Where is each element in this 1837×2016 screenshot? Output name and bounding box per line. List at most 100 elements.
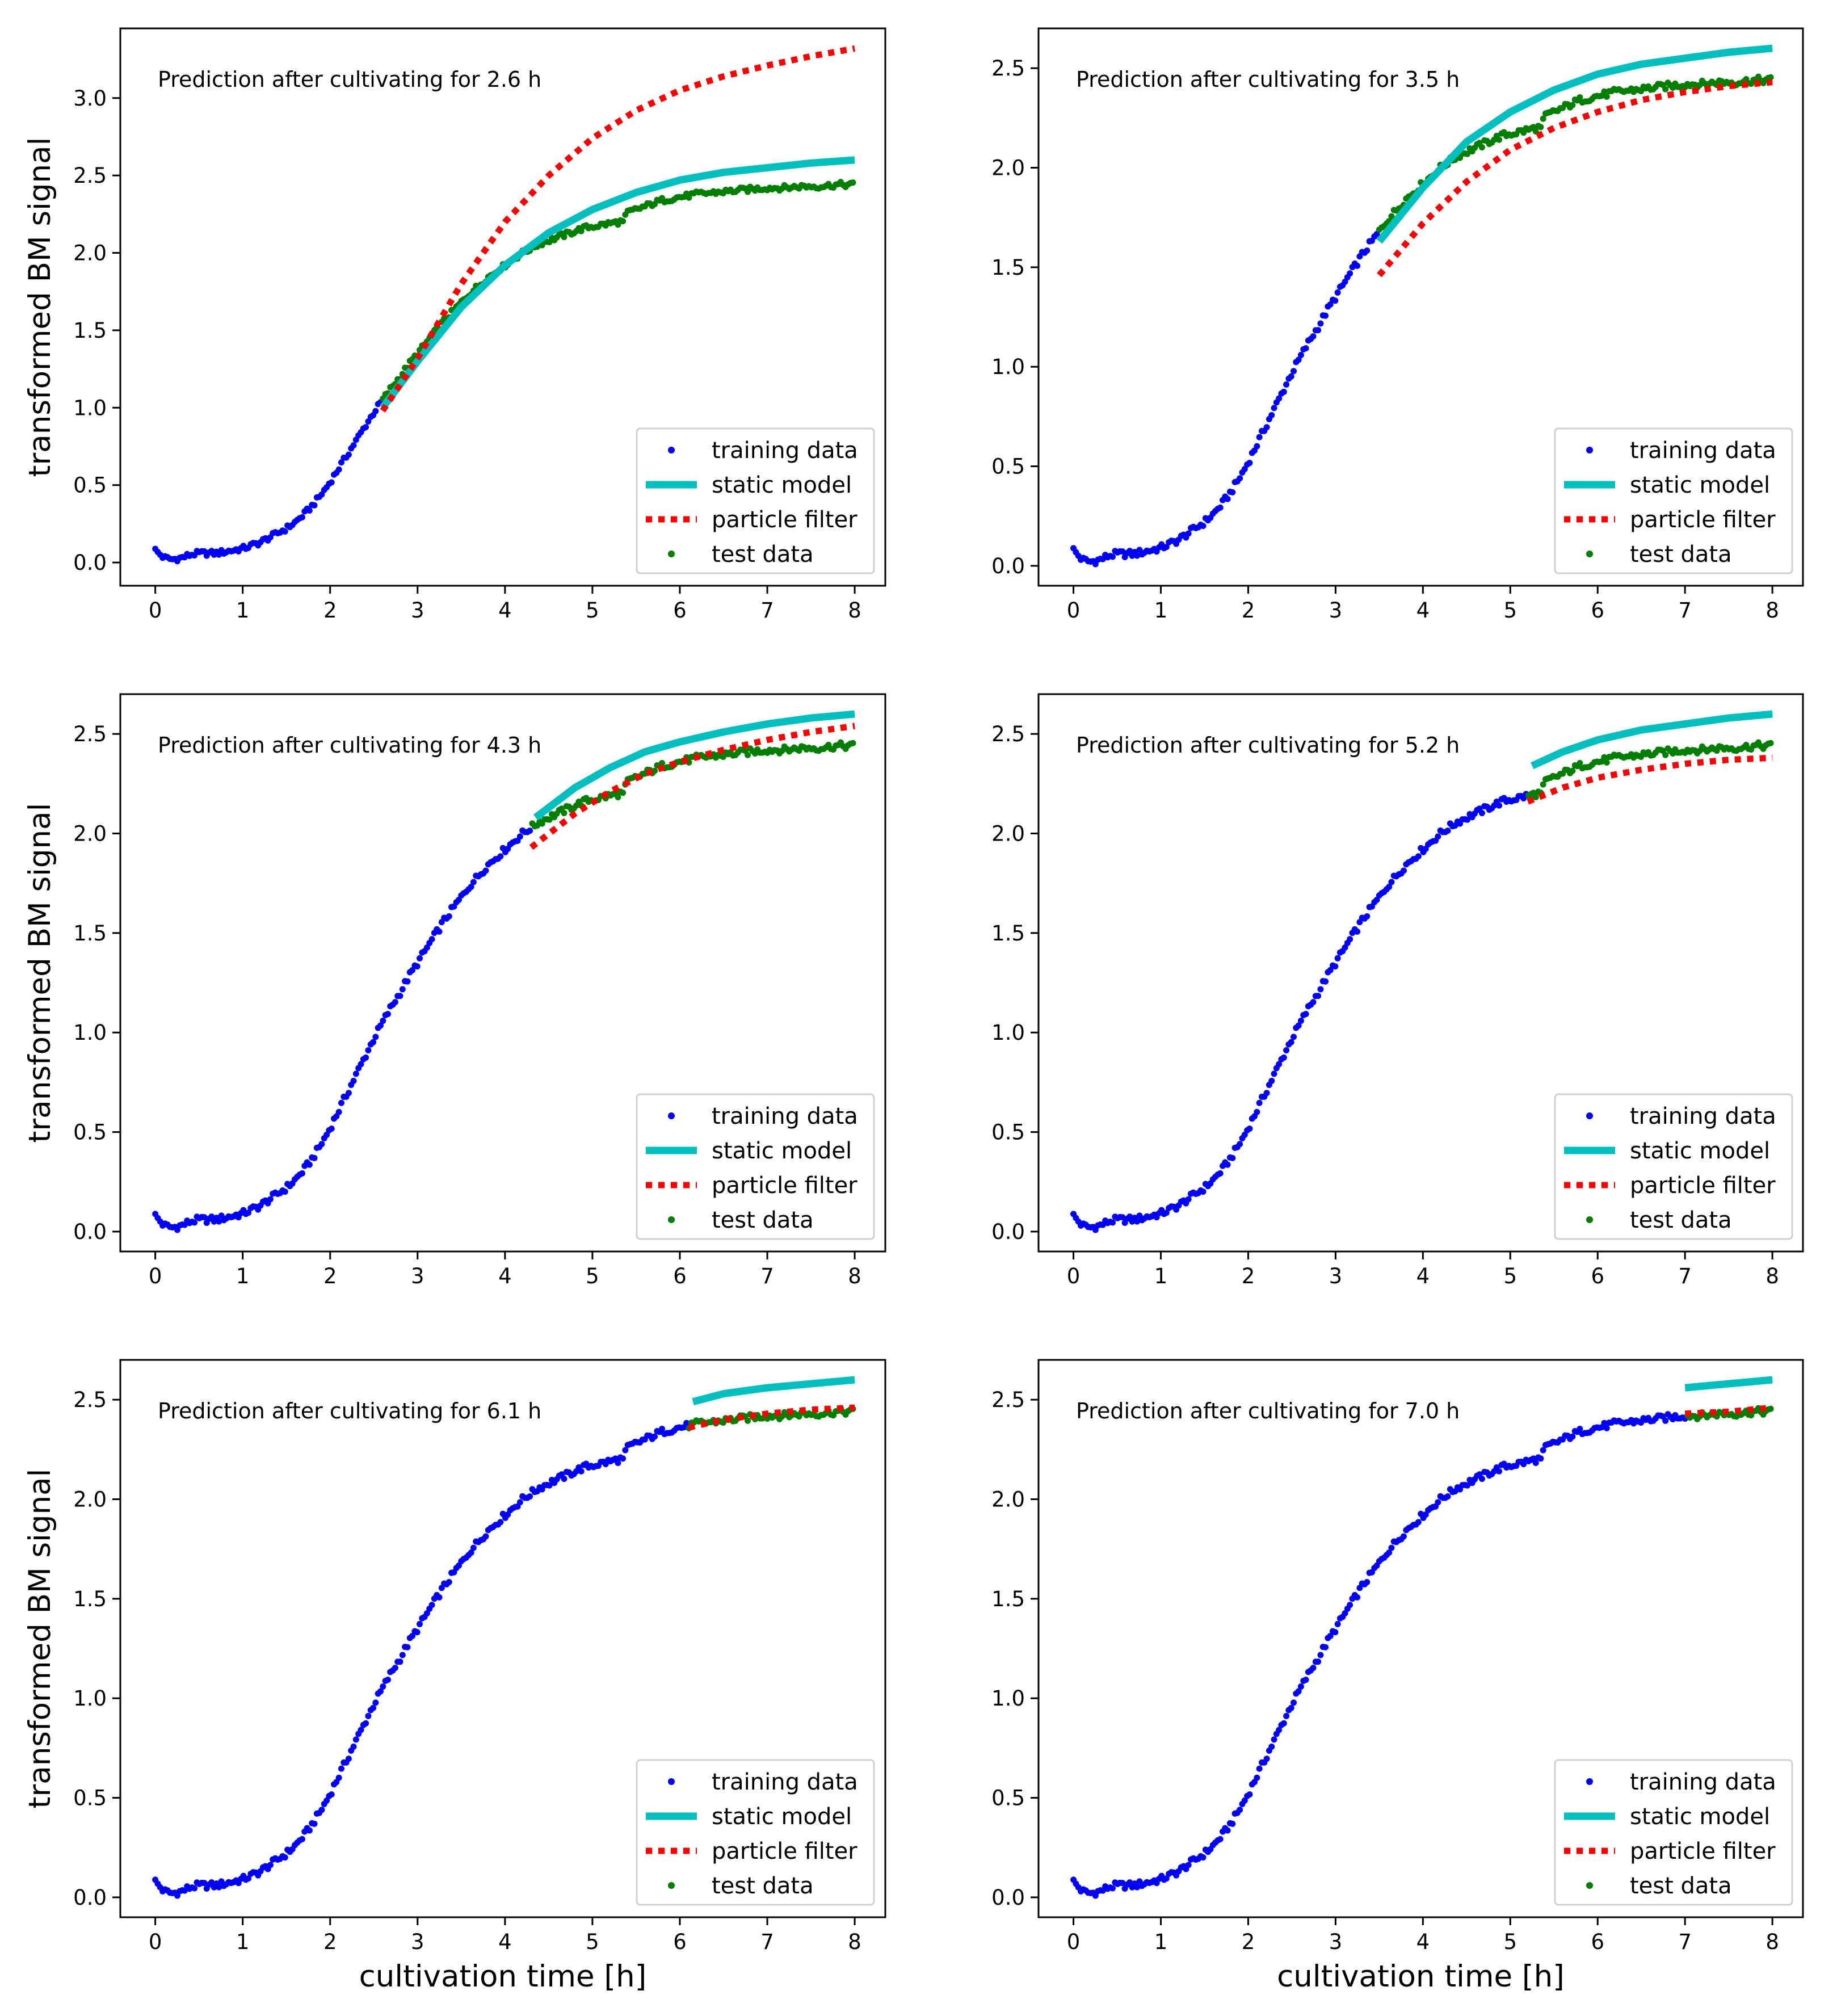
- y-tick-label: 1.0: [73, 1686, 107, 1711]
- x-tick-label: 4: [498, 1264, 512, 1288]
- legend-label: static model: [712, 1138, 852, 1164]
- test-data-point: [659, 759, 666, 766]
- training-data-point: [1400, 867, 1407, 874]
- training-data-point: [358, 1727, 364, 1733]
- training-data-point: [1254, 1108, 1260, 1115]
- y-tick-label: 2.0: [73, 1488, 107, 1512]
- training-data-point: [1478, 810, 1485, 817]
- training-data-point: [1263, 424, 1270, 431]
- training-data-point: [1532, 1459, 1539, 1466]
- training-data-point: [1354, 928, 1361, 935]
- training-data-point: [1109, 1885, 1116, 1892]
- training-data-point: [1540, 1447, 1546, 1454]
- training-data-point: [615, 1459, 621, 1466]
- legend-marker-test: [1586, 1882, 1593, 1889]
- legend-marker-test: [668, 1882, 675, 1889]
- training-data-point: [328, 1125, 335, 1132]
- x-tick-label: 3: [1329, 1264, 1343, 1288]
- test-data-point: [1601, 88, 1608, 95]
- test-data-point: [1603, 759, 1610, 766]
- test-data-point: [1662, 751, 1669, 758]
- training-data-point: [1332, 963, 1339, 970]
- training-data-point: [1119, 1214, 1126, 1221]
- legend-label: test data: [712, 1207, 814, 1233]
- training-data-point: [468, 1549, 474, 1556]
- training-data-point: [335, 1774, 342, 1781]
- plot-area: [152, 710, 856, 1233]
- training-data-point: [318, 1141, 325, 1148]
- y-tick-label: 2.5: [991, 722, 1025, 746]
- test-data-point: [1537, 124, 1544, 131]
- legend-label: static model: [712, 1804, 852, 1830]
- legend-label: static model: [1630, 1138, 1770, 1164]
- test-data-point: [1464, 150, 1471, 157]
- training-data-point: [409, 1632, 416, 1639]
- training-data-point: [1229, 1820, 1236, 1827]
- training-data-point: [1327, 301, 1334, 308]
- training-data-point: [1388, 1544, 1395, 1551]
- legend-label: particle filter: [712, 1838, 857, 1864]
- training-data-point: [1271, 1736, 1277, 1743]
- x-tick-label: 7: [760, 1264, 774, 1288]
- x-tick-label: 4: [498, 598, 512, 623]
- x-tick-label: 2: [1242, 1264, 1255, 1288]
- x-tick-label: 5: [1504, 1930, 1517, 1954]
- x-tick-label: 6: [1591, 1930, 1604, 1954]
- training-data-point: [659, 1425, 666, 1432]
- training-data-point: [516, 833, 523, 840]
- legend-marker-test: [668, 1216, 675, 1223]
- training-data-point: [338, 1765, 344, 1772]
- legend-label: static model: [1630, 472, 1770, 498]
- test-data-point: [620, 789, 627, 796]
- training-data-point: [1444, 1493, 1451, 1500]
- training-data-point: [201, 1880, 208, 1887]
- training-data-point: [345, 451, 352, 458]
- x-tick-label: 7: [760, 598, 774, 623]
- training-data-point: [470, 879, 477, 885]
- training-data-point: [245, 1875, 252, 1882]
- legend-label: particle filter: [1630, 1173, 1776, 1199]
- y-tick-label: 0.0: [991, 1885, 1025, 1910]
- training-data-point: [1288, 373, 1294, 380]
- training-data-point: [1295, 1022, 1302, 1029]
- x-tick-label: 3: [411, 598, 424, 623]
- training-data-point: [1435, 833, 1441, 840]
- training-data-point: [1310, 999, 1317, 1006]
- training-data-point: [350, 442, 357, 449]
- training-data-point: [497, 1519, 504, 1526]
- training-data-point: [1297, 1018, 1304, 1024]
- training-data-point: [445, 1579, 452, 1586]
- training-data-point: [1464, 816, 1471, 823]
- test-data-point: [546, 816, 553, 823]
- legend-marker-test: [1586, 551, 1593, 557]
- training-data-point: [1276, 1727, 1283, 1733]
- test-data-point: [561, 810, 568, 817]
- training-data-point: [1317, 320, 1324, 327]
- training-data-point: [1315, 993, 1322, 999]
- training-data-point: [1109, 553, 1116, 560]
- test-data-point: [651, 767, 658, 774]
- test-data-point: [1577, 94, 1583, 100]
- training-data-point: [1496, 1468, 1503, 1475]
- x-tick-label: 6: [1591, 598, 1604, 623]
- x-tick-label: 4: [498, 1930, 512, 1954]
- y-tick-label: 3.0: [73, 86, 107, 111]
- training-data-point: [216, 1884, 222, 1891]
- legend-marker-test: [668, 551, 675, 557]
- plot-area: [1070, 1376, 1774, 1899]
- training-data-point: [1388, 879, 1395, 885]
- training-data-point: [328, 479, 335, 486]
- training-data-point: [1315, 327, 1322, 334]
- x-tick-label: 2: [1242, 1930, 1255, 1954]
- x-tick-label: 8: [1765, 598, 1779, 623]
- training-data-point: [1283, 1047, 1290, 1053]
- x-tick-label: 7: [1678, 1264, 1692, 1288]
- training-data-point: [1322, 978, 1329, 985]
- training-data-point: [1327, 967, 1334, 973]
- training-data-point: [527, 828, 533, 834]
- training-data-point: [372, 1034, 379, 1040]
- training-data-point: [1246, 460, 1253, 467]
- x-axis-label: cultivation time [h]: [359, 1959, 647, 1994]
- training-data-point: [338, 1099, 344, 1106]
- training-data-point: [1347, 270, 1353, 277]
